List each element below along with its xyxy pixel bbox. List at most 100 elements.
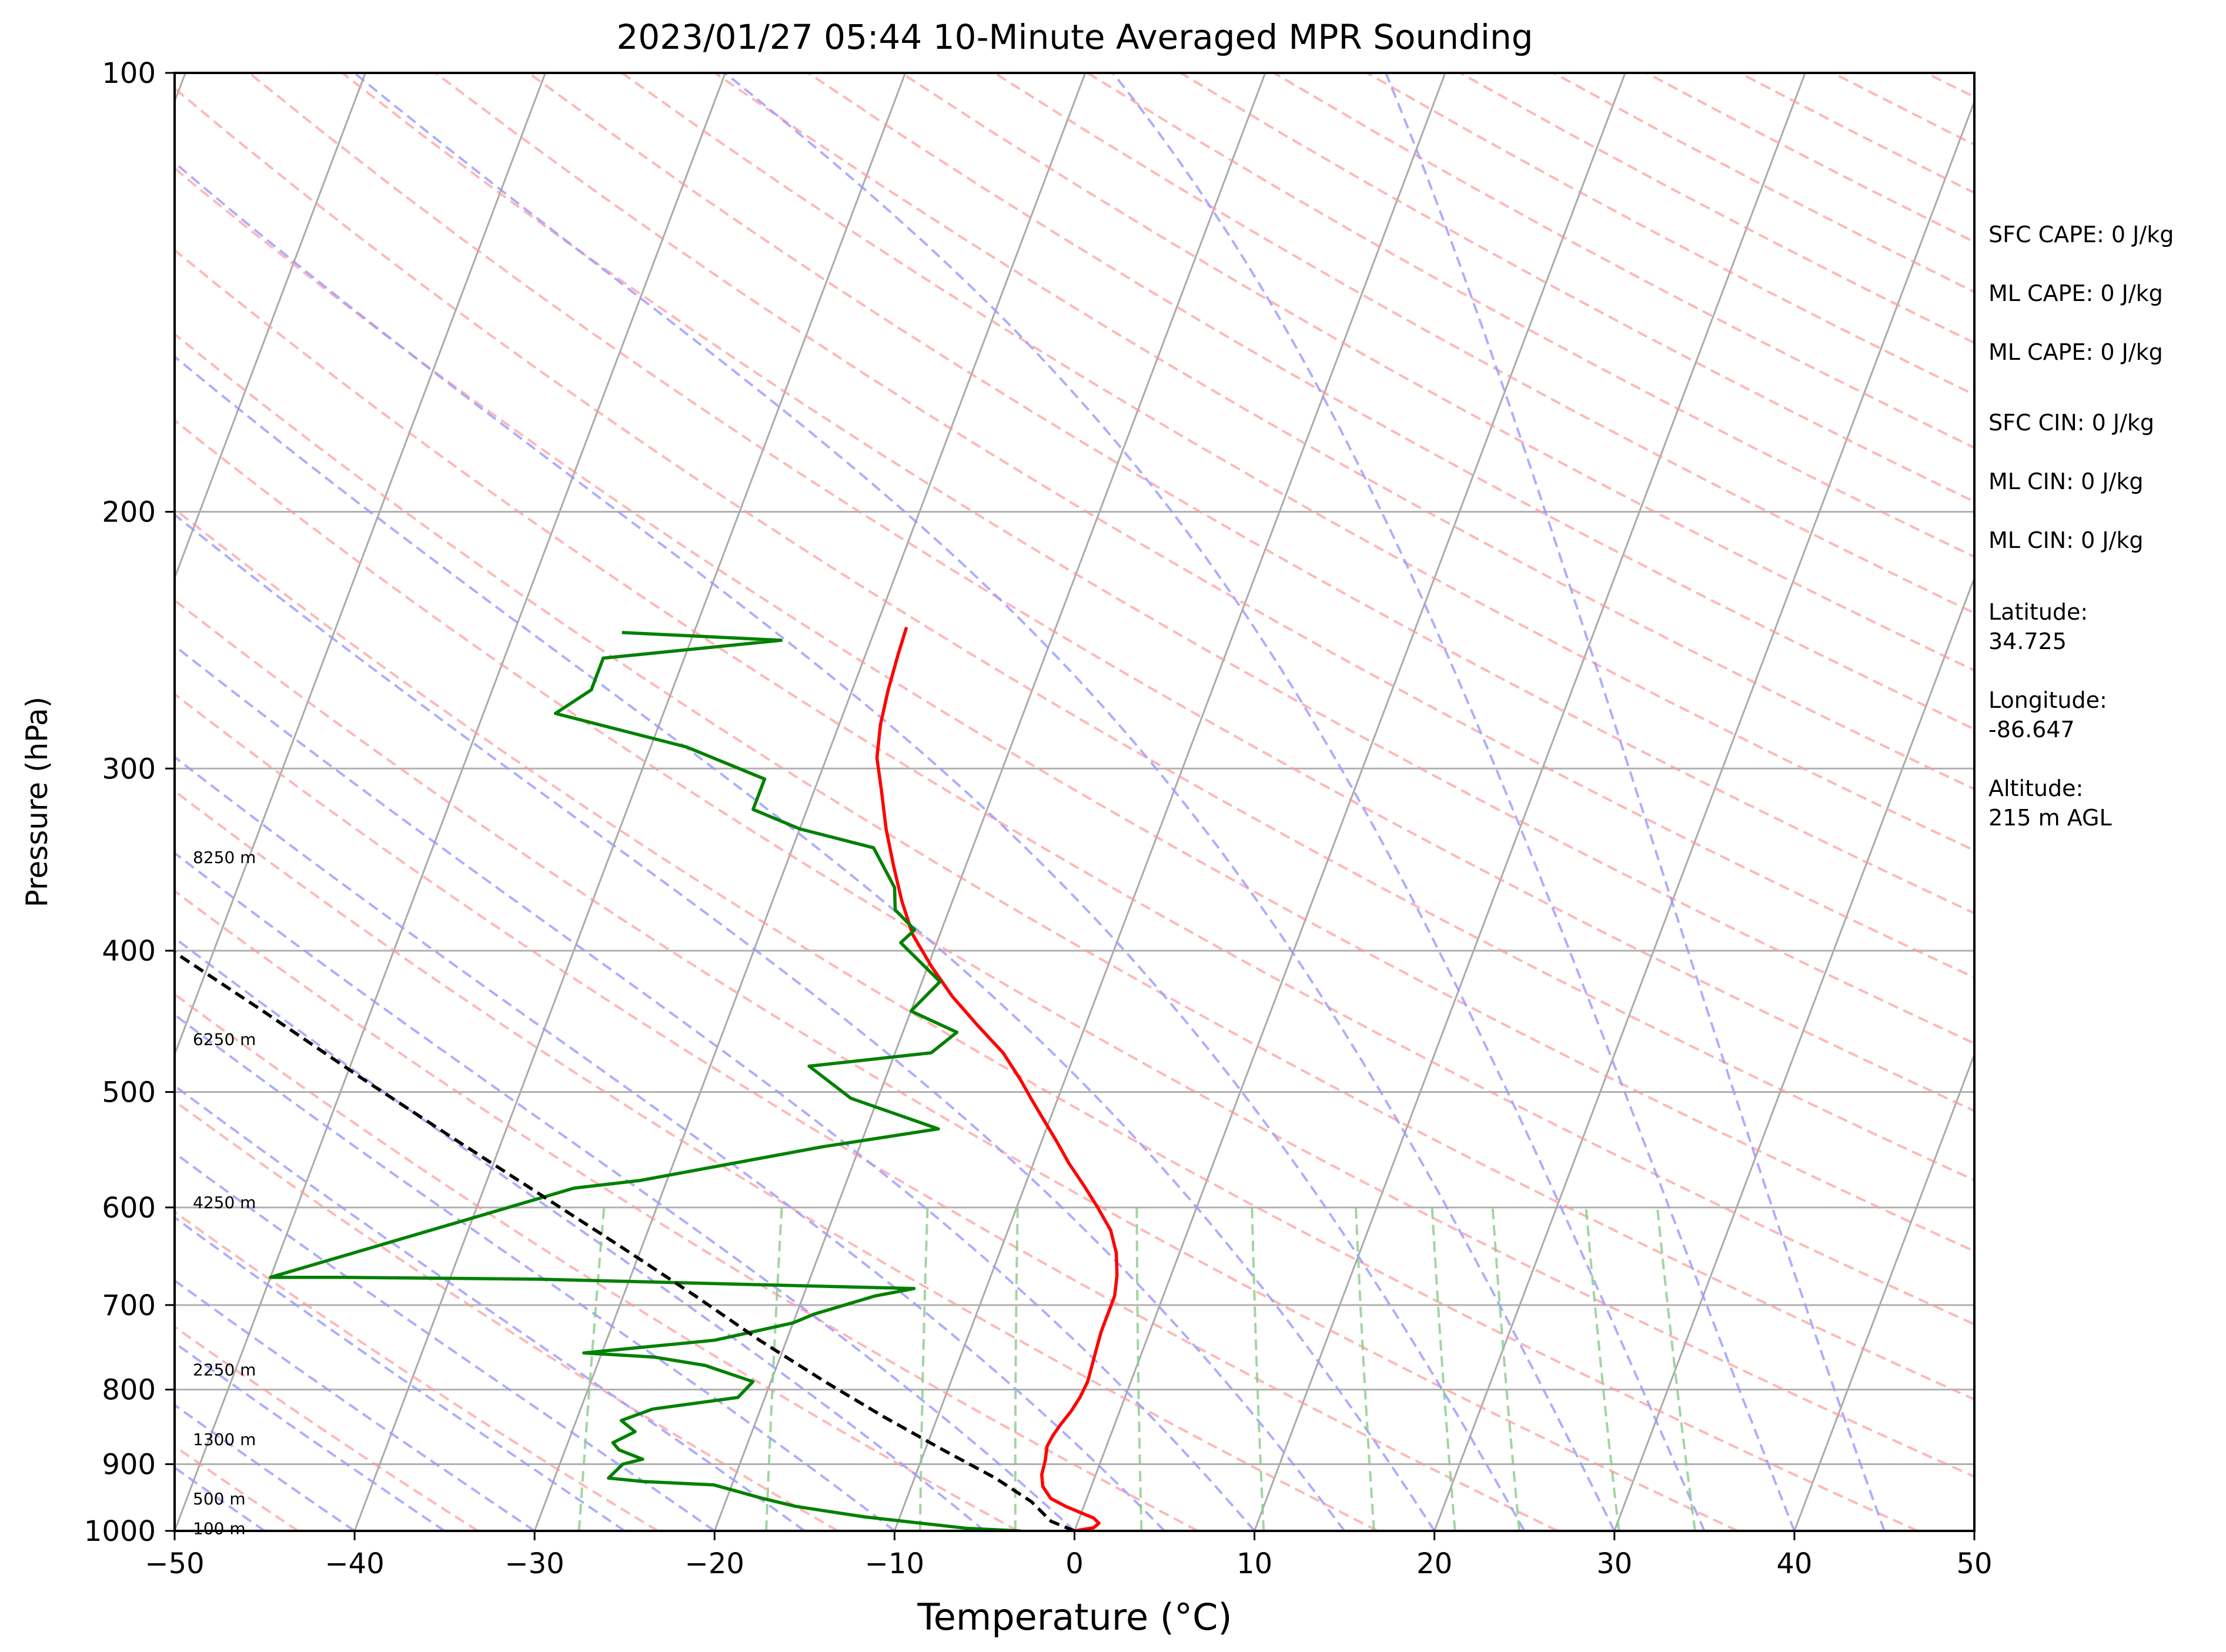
x-tick-label: 10 <box>1236 1547 1272 1580</box>
dry-adiabat-line <box>175 1099 838 1531</box>
height-label: 500 m <box>193 1489 246 1509</box>
isotherm-line <box>175 73 366 581</box>
y-tick-label: 300 <box>102 753 156 785</box>
mixing-ratio-line <box>918 1207 929 1531</box>
x-tick-label: 50 <box>1956 1547 1992 1580</box>
annotation-text: -86.647 <box>1988 717 2075 743</box>
mixing-ratio-line <box>765 1207 783 1531</box>
isotherm-line <box>533 73 1087 1531</box>
isotherm-line <box>175 73 727 1531</box>
moist-adiabat-line <box>175 936 985 1531</box>
dry-adiabat-line <box>175 419 1974 1478</box>
dry-adiabat-line <box>175 889 1199 1531</box>
x-tick-label: −10 <box>865 1547 924 1580</box>
isotherm-line <box>1613 575 1974 1531</box>
annotation-text: Altitude: <box>1988 775 2083 801</box>
moist-adiabat-line <box>175 1341 446 1531</box>
mixing-ratio-line <box>1585 1207 1620 1531</box>
moist-adiabat-line <box>175 1279 536 1531</box>
dry-adiabat-line <box>714 73 1974 791</box>
dry-adiabat-line <box>807 73 1974 731</box>
moist-adiabat-line <box>175 1151 716 1531</box>
x-tick-label: −30 <box>505 1547 564 1580</box>
mixing-ratio-line <box>1355 1207 1375 1531</box>
moist-adiabat-line <box>1112 73 1796 1531</box>
moist-adiabat-line <box>175 513 1346 1531</box>
y-tick-label: 900 <box>102 1449 156 1482</box>
sounding-traces <box>175 627 1119 1531</box>
isotherm-line <box>1793 1052 1974 1531</box>
height-label: 100 m <box>193 1519 246 1539</box>
height-label: 2250 m <box>193 1360 256 1379</box>
dry-adiabat-line <box>175 166 1974 1253</box>
height-label: 8250 m <box>193 848 256 867</box>
mixing-ratio-line <box>1014 1207 1019 1531</box>
moist-adiabat-line <box>175 161 1526 1531</box>
x-axis-ticks: −50 −40 −30 −20 −10 0 10 20 30 40 50 <box>145 1531 1993 1580</box>
dry-adiabat-line <box>175 86 1974 1182</box>
mixing-ratio-line <box>1251 1207 1265 1531</box>
mixing-ratio-line <box>1491 1207 1521 1531</box>
dewpoint-trace <box>269 631 1021 1531</box>
dry-adiabat-lines <box>175 73 1974 1531</box>
mixing-ratio-line <box>1430 1207 1456 1531</box>
height-label: 1300 m <box>193 1430 256 1449</box>
x-axis-label: Temperature (°C) <box>917 1596 1232 1638</box>
dry-adiabat-line <box>434 73 1974 979</box>
annotation-text: Latitude: <box>1988 599 2088 625</box>
dry-adiabat-line <box>175 1325 479 1531</box>
moist-adiabat-line <box>175 851 1075 1531</box>
dry-adiabat-line <box>527 73 1974 915</box>
x-tick-label: −40 <box>325 1547 384 1580</box>
isotherm-line <box>1074 73 1626 1531</box>
dry-adiabat-line <box>175 598 1739 1531</box>
isotherm-line <box>893 73 1446 1531</box>
height-labels: 100 m 500 m 1300 m 2250 m 4250 m 6250 m 8250 m <box>193 848 256 1539</box>
y-tick-label: 1000 <box>84 1515 156 1548</box>
dry-adiabat-line <box>175 507 1918 1531</box>
annotation-text: Longitude: <box>1988 687 2107 713</box>
moist-adiabat-line <box>175 1013 895 1531</box>
annotation-text: 215 m AGL <box>1988 805 2112 831</box>
isotherm-line <box>713 73 1266 1531</box>
isotherm-line <box>175 73 546 1057</box>
annotation-text: ML CIN: 0 J/kg <box>1988 469 2143 494</box>
x-tick-label: −20 <box>685 1547 744 1580</box>
dry-adiabat-line <box>175 248 1974 1326</box>
height-label: 4250 m <box>193 1193 256 1212</box>
moist-adiabat-line <box>175 355 1436 1531</box>
annotation-text: ML CAPE: 0 J/kg <box>1988 339 2163 365</box>
moist-adiabat-line <box>724 73 1706 1531</box>
y-tick-label: 100 <box>102 57 156 90</box>
moist-adiabat-line <box>175 1084 805 1531</box>
mixing-ratio-line <box>577 1207 606 1531</box>
y-tick-label: 200 <box>102 496 156 529</box>
dry-adiabat-line <box>175 992 1019 1531</box>
plot-area <box>175 73 1974 1531</box>
chart-title: 2023/01/27 05:44 10-Minute Averaged MPR … <box>616 17 1533 57</box>
mixing-ratio-lines <box>577 1207 1696 1531</box>
y-tick-label: 800 <box>102 1374 156 1407</box>
y-axis-label: Pressure (hPa) <box>20 697 54 908</box>
annotation-text: SFC CIN: 0 J/kg <box>1988 410 2154 436</box>
moist-adiabat-line <box>175 644 1256 1531</box>
isotherm-line <box>1433 99 1974 1531</box>
dry-adiabat-line <box>175 790 1379 1531</box>
y-axis-ticks: 100 200 300 400 500 600 700 800 900 1000 <box>84 57 175 1548</box>
y-tick-label: 600 <box>102 1192 156 1225</box>
x-tick-label: 30 <box>1596 1547 1632 1580</box>
temperature-trace <box>875 627 1119 1531</box>
moist-adiabat-lines <box>175 73 1886 1531</box>
dry-adiabat-line <box>175 693 1559 1531</box>
stats-annotations: SFC CAPE: 0 J/kg ML CAPE: 0 J/kg ML CAPE: … <box>1988 222 2174 831</box>
mixing-ratio-line <box>1135 1207 1143 1531</box>
isotherm-lines <box>175 73 1974 1531</box>
moist-adiabat-line <box>353 73 1616 1531</box>
x-tick-label: 40 <box>1776 1547 1812 1580</box>
y-tick-label: 700 <box>102 1289 156 1322</box>
annotation-text: ML CIN: 0 J/kg <box>1988 527 2143 553</box>
x-tick-label: 0 <box>1065 1547 1084 1580</box>
isotherm-line <box>353 73 907 1531</box>
